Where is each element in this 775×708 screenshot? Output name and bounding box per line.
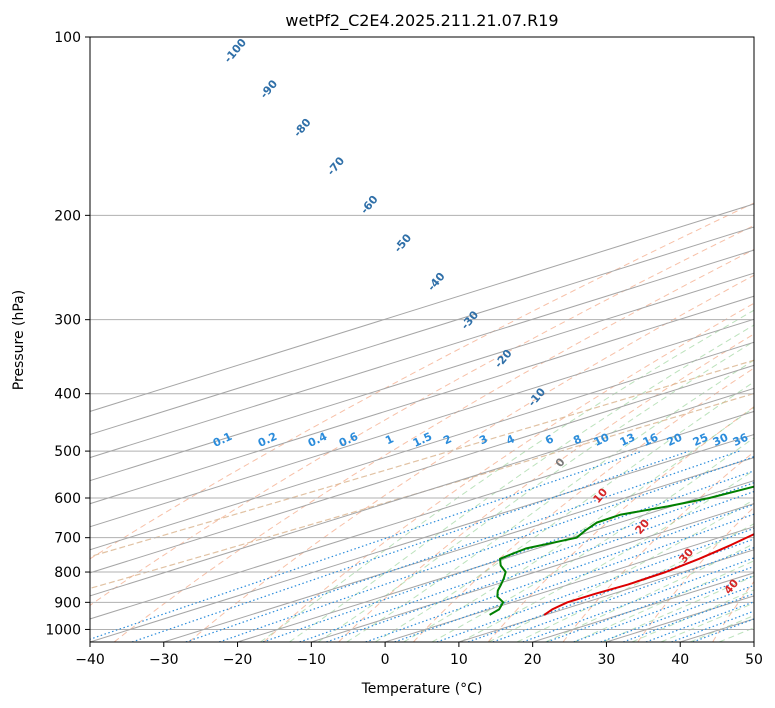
isotherm [90, 203, 754, 412]
x-tick-label: 10 [450, 652, 468, 668]
y-tick-label: 200 [54, 208, 81, 224]
mixing-ratio-line [262, 470, 754, 642]
dewpoint-profile-line [489, 485, 754, 616]
mixing-ratio-line [131, 450, 690, 642]
mixing-ratio-line [492, 546, 754, 642]
profile-lines [489, 485, 754, 616]
dry-adiabat [263, 302, 754, 642]
isotherm [90, 249, 754, 459]
x-tick-label: 20 [524, 652, 542, 668]
x-axis-label: Temperature (°C) [361, 681, 483, 697]
x-tick-label: −10 [297, 652, 327, 668]
y-tick-label: 800 [54, 565, 81, 581]
mixing-ratio-label: 30 [711, 431, 731, 449]
mixing-ratio-label: 36 [731, 431, 751, 449]
isotherm [163, 457, 754, 642]
chart-title: wetPf2_C2E4.2025.211.21.07.R19 [285, 11, 558, 31]
moist-adiabat [260, 309, 754, 642]
mixing-ratio-line [546, 565, 754, 642]
y-tick-label: 1000 [45, 622, 81, 638]
moist-adiabat [602, 575, 754, 642]
x-tick-label: 30 [598, 652, 616, 668]
isotherm [90, 410, 754, 620]
moist-adiabat [403, 406, 754, 642]
y-tick-label: 600 [54, 491, 81, 507]
isotherm [90, 226, 754, 436]
mixing-ratio-line [326, 490, 754, 642]
moist-adiabat [289, 324, 754, 642]
dry-adiabat [487, 406, 754, 642]
plot-frame [89, 36, 755, 643]
mixing-ratio-label: 16 [641, 431, 661, 449]
mixing-ratio-line [185, 450, 740, 642]
isotherm [90, 295, 754, 505]
dry-adiabat [113, 248, 754, 642]
dry-adiabat [90, 202, 754, 560]
moist-adiabat [346, 359, 754, 642]
mixing-ratio-label: 13 [618, 431, 637, 449]
y-tick-label: 400 [54, 387, 81, 403]
dry-adiabat [338, 333, 754, 642]
isotherm [90, 318, 754, 528]
y-tick-label: 900 [54, 595, 81, 611]
isotherm [311, 503, 754, 642]
x-tick-label: −20 [223, 652, 253, 668]
mixing-ratio-line [522, 557, 754, 642]
isotherm [90, 387, 754, 597]
moist-adiabat [460, 469, 754, 642]
mixing-ratio-line [394, 513, 754, 642]
mixing-ratio-line [573, 575, 754, 642]
mixing-ratio-label: 20 [665, 431, 685, 449]
y-tick-label: 100 [54, 30, 81, 46]
x-tick-label: −30 [149, 652, 179, 668]
dry-adiabat [562, 451, 754, 642]
dry-adiabat [188, 274, 754, 642]
x-tick-label: −40 [75, 652, 105, 668]
dry-adiabat [90, 224, 754, 607]
mixing-ratio-label: 25 [691, 431, 710, 449]
axes: −40 −30 −20 −10 0 10 20 30 40 50 100 200 300 400 500 60… [45, 30, 763, 668]
isotherm [90, 433, 754, 642]
x-tick-label: 0 [381, 652, 390, 668]
ice-line [90, 359, 754, 558]
isotherm [90, 272, 754, 482]
x-tick-label: 50 [745, 652, 763, 668]
y-axis-label: Pressure (hPa) [11, 290, 27, 390]
y-tick-label: 700 [54, 531, 81, 547]
y-tick-label: 500 [54, 444, 81, 460]
temperature-profile-line [543, 533, 754, 616]
isotherm [384, 526, 754, 642]
y-tick-label: 300 [54, 313, 81, 329]
isotherm [90, 341, 754, 551]
mixing-ratio-label: 10 [592, 431, 612, 449]
mixing-ratio-line [467, 538, 754, 642]
isotherm [90, 364, 754, 574]
moist-adiabat [317, 340, 754, 642]
x-tick-label: 40 [671, 652, 689, 668]
mixing-ratio-line [90, 450, 643, 640]
